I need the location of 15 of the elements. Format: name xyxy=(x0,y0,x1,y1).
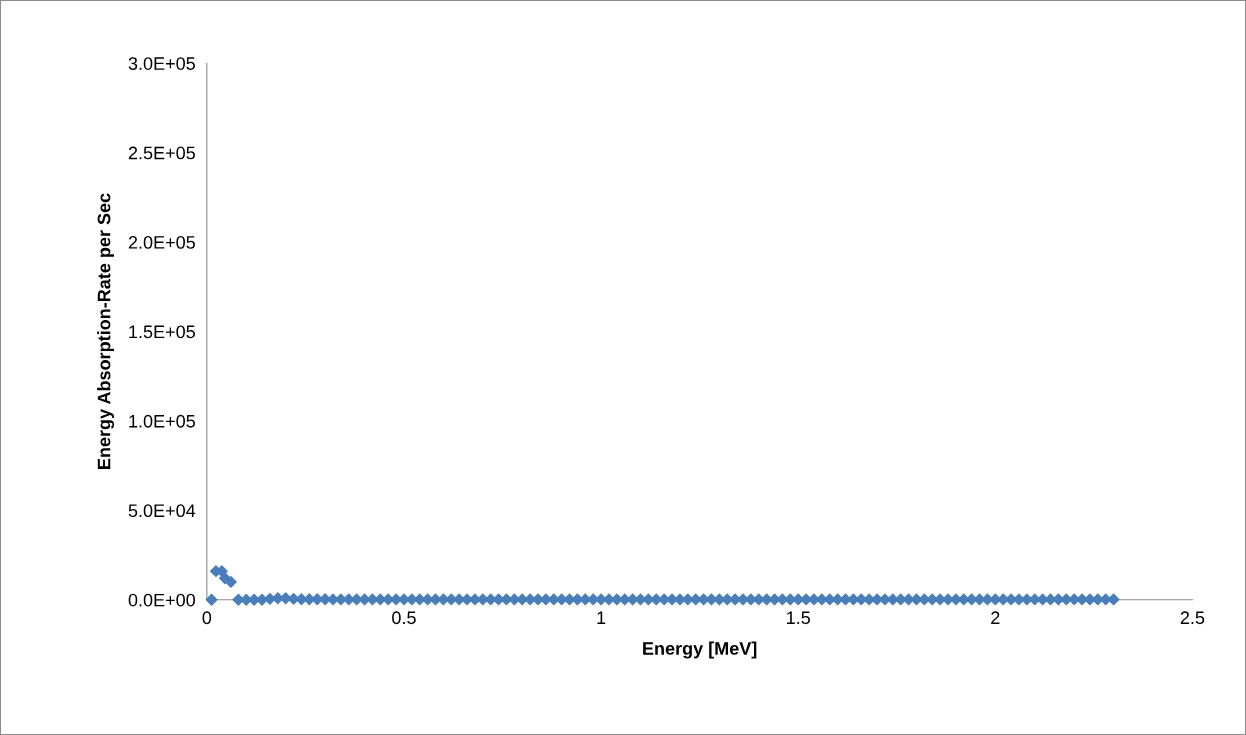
x-axis-title: Energy [MeV] xyxy=(643,641,757,659)
y-tick-label: 5.0E+04 xyxy=(128,504,196,518)
x-tick-label: 0.5 xyxy=(392,611,416,625)
x-tick-label: 2 xyxy=(991,611,1000,624)
y-tick-label: 3.0E+05 xyxy=(128,57,195,70)
x-tick-label: 2.5 xyxy=(1180,611,1205,625)
y-tick-label: 0.0E+00 xyxy=(128,593,196,607)
x-tick-label: 1.5 xyxy=(787,611,810,625)
x-tick-label: 1 xyxy=(597,611,606,624)
y-tick-label: 1.0E+05 xyxy=(129,414,195,428)
x-tick-label: 0 xyxy=(202,611,212,625)
y-tick-label: 2.0E+05 xyxy=(128,235,195,249)
y-tick-label: 2.5E+05 xyxy=(128,146,195,160)
y-axis-title: Energy Absorption-Rate per Sec xyxy=(97,193,115,469)
y-tick-label: 1.5E+05 xyxy=(129,325,195,339)
